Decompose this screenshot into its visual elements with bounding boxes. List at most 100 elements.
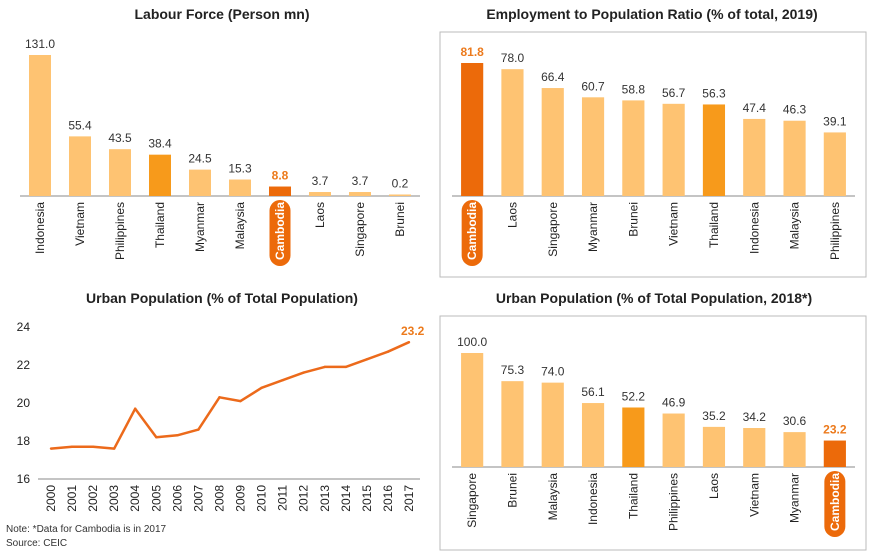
chart1-highlight-pill: [461, 200, 483, 266]
chart3-category-label-singapore: Singapore: [465, 473, 479, 528]
x-tick-label-2007: 2007: [191, 485, 205, 512]
chart1-value-label-brunei: 58.8: [622, 82, 646, 96]
chart1-bar-singapore: [541, 88, 564, 196]
urban-population-line-chart: 16 18 20 22 24 2000 2001 2002 2003 2004 2005 2006 20…: [17, 320, 425, 512]
chart0-category-label-cambodia: Cambodia: [273, 202, 287, 260]
chart1-value-label-myanmar: 60.7: [581, 79, 605, 93]
labour-force-chart: 131.0 Indonesia 55.4 Vietnam 43.5 Philippines…: [20, 37, 420, 266]
chart0-category-label-brunei: Brunei: [393, 202, 407, 237]
chart3-value-label-cambodia: 23.2: [823, 423, 847, 437]
chart3-highlight-pill: [824, 471, 846, 537]
chart3-value-label-singapore: 100.0: [457, 335, 487, 349]
chart1-bar-malaysia: [783, 120, 806, 196]
chart0-value-label-myanmar: 24.5: [188, 152, 212, 166]
chart3-value-label-malaysia: 74.0: [541, 365, 565, 379]
panel-frame-chart2: [439, 31, 867, 278]
x-tick-label-2011: 2011: [276, 485, 290, 511]
chart0-value-label-cambodia: 8.8: [272, 169, 289, 183]
data-point-2012: [302, 371, 305, 374]
chart3-bar-indonesia: [581, 403, 605, 467]
chart0-category-label-vietnam: Vietnam: [73, 202, 87, 246]
chart1-bar-vietnam: [662, 103, 685, 196]
y-tick-label-24: 24: [17, 320, 31, 334]
chart0-bar-cambodia: [269, 186, 291, 196]
y-tick-label-20: 20: [17, 396, 31, 410]
chart0-category-label-thailand: Thailand: [153, 202, 167, 248]
x-tick-label-2016: 2016: [381, 485, 395, 512]
x-tick-label-2010: 2010: [255, 485, 269, 512]
chart0-bar-laos: [309, 192, 331, 196]
chart1-bar-laos: [501, 69, 524, 196]
data-point-2010: [260, 386, 263, 389]
x-tick-label-2012: 2012: [297, 485, 311, 512]
chart0-category-label-myanmar: Myanmar: [193, 202, 207, 252]
data-point-2008: [218, 396, 221, 399]
chart3-category-label-brunei: Brunei: [505, 473, 519, 508]
x-tick-label-2008: 2008: [212, 485, 226, 512]
chart0-value-label-thailand: 38.4: [148, 137, 172, 151]
chart0-value-label-vietnam: 55.4: [68, 118, 92, 132]
chart0-category-label-malaysia: Malaysia: [233, 202, 247, 250]
data-point-2009: [239, 399, 242, 403]
chart3-value-label-vietnam: 34.2: [743, 410, 767, 424]
employment-ratio-chart: 81.8 Cambodia 78.0 Laos 66.4 Singapore 60.7 Mya…: [452, 45, 855, 266]
chart3-category-label-vietnam: Vietnam: [747, 473, 761, 517]
chart3-value-label-laos: 35.2: [702, 409, 726, 423]
chart3-category-label-laos: Laos: [707, 473, 721, 499]
chart1-category-label-brunei: Brunei: [626, 202, 640, 237]
chart0-bar-indonesia: [29, 55, 51, 196]
chart3-value-label-myanmar: 30.6: [783, 414, 807, 428]
chart3-category-label-philippines: Philippines: [667, 473, 681, 531]
chart0-bar-singapore: [349, 192, 371, 196]
chart1-value-label-laos: 78.0: [501, 51, 525, 65]
chart3-bar-brunei: [501, 381, 524, 467]
chart0-highlight-pill: [269, 200, 291, 266]
chart0-bar-philippines: [109, 149, 131, 196]
chart3-value-label-indonesia: 56.1: [581, 385, 605, 399]
chart1-bar-brunei: [622, 100, 645, 196]
source-note: Source: CEIC: [6, 538, 68, 549]
chart0-bar-brunei: [389, 194, 411, 196]
data-point-2004: [134, 407, 137, 410]
x-tick-label-2002: 2002: [86, 485, 100, 512]
chart4-title: Urban Population (% of Total Population,…: [496, 290, 812, 306]
panel-frame-chart4: [439, 315, 867, 551]
x-tick-label-2014: 2014: [339, 485, 353, 512]
chart0-bar-thailand: [149, 154, 171, 196]
x-tick-label-2005: 2005: [149, 485, 163, 512]
x-tick-label-2001: 2001: [65, 485, 79, 512]
chart0-bar-vietnam: [69, 136, 91, 196]
y-tick-label-22: 22: [17, 358, 31, 372]
chart1-bar-myanmar: [581, 97, 605, 196]
chart1-value-label-thailand: 56.3: [702, 86, 726, 100]
data-point-2001: [70, 445, 74, 448]
chart0-category-label-philippines: Philippines: [113, 202, 127, 260]
x-tick-label-2004: 2004: [128, 485, 142, 512]
urban-population-series-line: [50, 341, 410, 450]
data-point-2011: [281, 379, 284, 382]
chart1-bar-indonesia: [743, 118, 766, 196]
data-point-2016: [386, 350, 390, 353]
chart1-bar-philippines: [823, 132, 846, 196]
chart3-category-label-indonesia: Indonesia: [586, 473, 600, 525]
chart1-value-label-philippines: 39.1: [823, 114, 847, 128]
data-point-2000: [49, 447, 53, 450]
chart0-value-label-singapore: 3.7: [352, 174, 369, 188]
chart3-bar-laos: [702, 426, 726, 467]
chart0-value-label-laos: 3.7: [312, 174, 329, 188]
chart0-value-label-malaysia: 15.3: [228, 162, 252, 176]
chart1-value-label-malaysia: 46.3: [783, 103, 807, 117]
chart1-category-label-philippines: Philippines: [828, 202, 842, 260]
chart0-category-label-indonesia: Indonesia: [33, 202, 47, 254]
chart3-category-label-cambodia: Cambodia: [828, 473, 842, 531]
chart1-category-label-cambodia: Cambodia: [465, 202, 479, 260]
chart3-category-label-malaysia: Malaysia: [546, 473, 560, 521]
chart1-bar-cambodia: [461, 63, 484, 196]
chart1-category-label-myanmar: Myanmar: [586, 202, 600, 252]
chart3-title: Urban Population (% of Total Population): [86, 290, 358, 306]
data-point-2007: [197, 428, 200, 431]
chart0-bar-malaysia: [229, 179, 251, 196]
chart1-category-label-malaysia: Malaysia: [788, 202, 802, 250]
chart0-value-label-brunei: 0.2: [392, 177, 409, 191]
